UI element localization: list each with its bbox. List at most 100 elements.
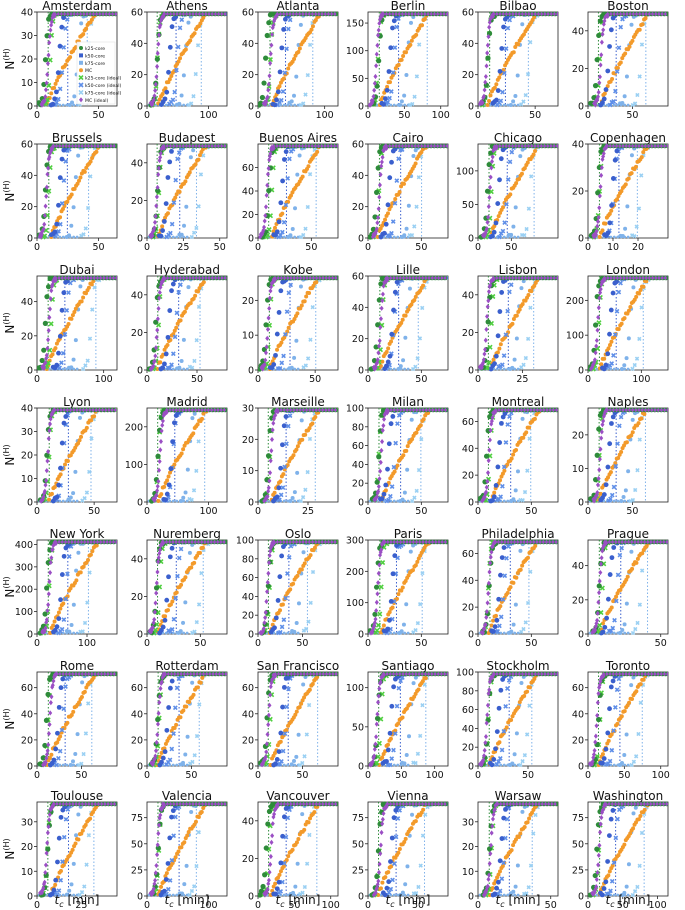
mc-ideal--point <box>595 218 600 225</box>
data-layer <box>258 11 338 108</box>
mc-ideal--point <box>592 99 597 106</box>
mc-point <box>68 55 73 60</box>
k25-core-ideal--point <box>267 56 273 63</box>
x-tick-label: 100 <box>316 110 334 121</box>
mc-point <box>200 416 205 421</box>
mc-ideal--point <box>269 284 274 290</box>
mc-point <box>178 318 183 323</box>
k75-core-point <box>178 499 183 503</box>
mc-ideal--point <box>114 275 117 281</box>
mc-ideal--point <box>91 407 95 413</box>
mc-ideal--point <box>439 11 443 17</box>
mc-ideal--point <box>480 100 485 106</box>
k50-core-ideal--point <box>279 360 285 366</box>
k75-core-ideal--point <box>305 72 310 78</box>
mc-point <box>49 91 54 96</box>
k75-core-baseline-point <box>605 103 609 107</box>
x-tick-label: 0 <box>365 242 371 253</box>
k50-core-ideal--point <box>277 366 283 371</box>
mc-ideal--point <box>490 158 495 165</box>
mc-point <box>53 346 58 351</box>
mc-ideal--point <box>530 275 534 281</box>
mc-ideal--point <box>327 275 332 281</box>
mc-ideal--point <box>380 298 385 304</box>
mc-point <box>92 414 97 419</box>
mc-ideal--point <box>175 275 179 281</box>
legend-marker <box>79 53 83 58</box>
mc-ideal--point <box>43 87 48 93</box>
mc-point <box>413 161 418 166</box>
mc-ideal--point <box>539 143 544 149</box>
mc-ideal--point <box>481 357 486 363</box>
k75-core-point <box>69 365 74 370</box>
k50-core-ideal--point <box>392 200 398 206</box>
k50-core-point <box>491 229 497 235</box>
k50-core-ideal--point <box>279 229 285 235</box>
mc-ideal--point <box>381 11 385 17</box>
mc-ideal--point <box>108 275 112 281</box>
mc-point <box>188 38 193 43</box>
mc-point <box>644 279 649 284</box>
k50-core-point <box>52 229 58 235</box>
mc-ideal--point <box>384 11 389 17</box>
mc-ideal--point <box>514 143 518 149</box>
k75-core-point <box>71 357 76 362</box>
mc-point <box>314 280 319 285</box>
k50-core-ideal--point <box>616 289 622 295</box>
y-tick-label: 20 <box>21 331 33 342</box>
k50-core-point <box>169 288 174 294</box>
mc-ideal--point <box>480 362 485 368</box>
k50-core-point <box>497 177 502 183</box>
k50-core-point <box>273 352 278 358</box>
k50-core-point <box>169 148 174 154</box>
k75-core-baseline-point <box>595 367 599 371</box>
k75-core-ideal--point <box>639 42 645 47</box>
mc-ideal--point <box>45 71 50 78</box>
mc-ideal--point <box>262 361 267 368</box>
k50-core-point <box>610 176 616 181</box>
y-tick-label: 0 <box>248 366 254 377</box>
mc-ideal--point <box>375 220 380 226</box>
k75-core-ideal--point <box>522 233 527 238</box>
k75-core-point <box>294 74 299 79</box>
mc-ideal--point <box>92 275 96 281</box>
mc-point <box>275 347 280 352</box>
mc-ideal--point <box>487 19 492 26</box>
k75-core-baseline-point <box>48 367 51 371</box>
mc-point <box>292 57 297 62</box>
mc-ideal--point <box>627 143 632 149</box>
mc-ideal--point <box>157 32 162 38</box>
k50-core-ideal--point <box>507 17 513 23</box>
k25-core-point <box>592 83 599 89</box>
k75-core-baseline-point <box>185 235 189 239</box>
mc-point <box>634 294 639 299</box>
k75-core-point <box>513 94 518 99</box>
mc-ideal--point <box>152 358 157 364</box>
k50-core-ideal--point <box>504 201 509 207</box>
mc-ideal--point <box>156 41 161 47</box>
mc-ideal--point <box>611 143 616 149</box>
mc-point <box>597 235 602 239</box>
mc-ideal--point <box>304 143 308 149</box>
mc-ideal--point <box>169 275 173 281</box>
k25-core-point <box>485 319 491 325</box>
legend-entry: k50-core <box>85 53 105 59</box>
mc-ideal--point <box>430 275 434 281</box>
mc-ideal--point <box>371 93 376 100</box>
k75-core-point <box>512 357 517 362</box>
mc-ideal--point <box>44 184 49 190</box>
mc-ideal--point <box>54 275 58 281</box>
k25-core-point <box>595 190 601 196</box>
k75-core-point <box>181 73 186 78</box>
mc-ideal--point <box>379 163 384 169</box>
mc-ideal--point <box>484 63 489 69</box>
mc-ideal--point <box>223 275 227 281</box>
mc-ideal--point <box>56 407 60 413</box>
mc-point <box>630 38 635 43</box>
mc-ideal--point <box>307 143 311 149</box>
k25-core-point <box>377 149 383 155</box>
mc-ideal--point <box>644 275 648 281</box>
panel-title: Amsterdam <box>42 0 112 13</box>
k50-core-ideal--point <box>284 309 290 315</box>
